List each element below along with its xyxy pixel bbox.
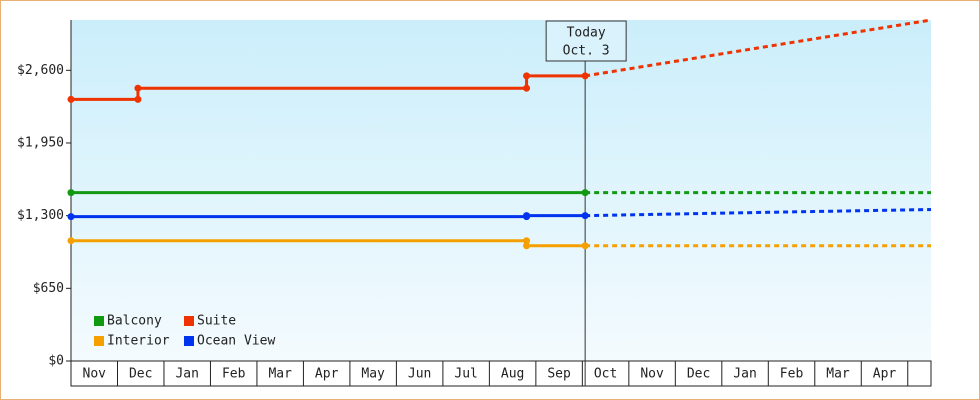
projected-line — [585, 208, 932, 218]
projected-line — [584, 18, 932, 78]
price-point — [523, 72, 531, 80]
x-tick-label: Jul — [454, 367, 477, 382]
price-point — [523, 242, 531, 250]
price-point — [523, 237, 531, 245]
price-point — [523, 84, 531, 92]
x-axis-box — [70, 360, 932, 387]
x-tick-label: Apr — [315, 367, 339, 382]
legend-swatch — [184, 316, 194, 326]
legend-swatch — [184, 336, 194, 346]
x-tick-label: Nov — [640, 367, 664, 382]
price-point — [67, 95, 75, 103]
x-tick-label: Aug — [501, 367, 524, 382]
x-tick-label: Mar — [268, 367, 292, 382]
price-point — [581, 189, 589, 197]
x-tick-label: Nov — [83, 367, 107, 382]
price-point — [134, 95, 142, 103]
x-tick-label: Oct — [594, 367, 617, 382]
x-tick-label: Dec — [129, 367, 152, 382]
price-point — [581, 242, 589, 250]
y-tick-label: $1,300 — [17, 208, 64, 223]
price-line — [71, 214, 586, 219]
plot-background — [71, 20, 931, 361]
legend-label: Ocean View — [197, 334, 275, 349]
price-point — [67, 189, 75, 197]
x-tick-label: Apr — [873, 367, 897, 382]
price-point — [581, 72, 589, 80]
x-tick-label: Feb — [780, 367, 804, 382]
price-point — [67, 213, 75, 221]
legend-label: Interior — [107, 334, 170, 349]
y-tick-label: $650 — [33, 281, 64, 296]
today-date: Oct. 3 — [563, 44, 610, 59]
legend-label: Balcony — [107, 314, 162, 329]
price-point — [67, 237, 75, 245]
today-label: Today — [567, 26, 606, 41]
x-tick-label: Jan — [733, 367, 756, 382]
legend-label: Suite — [197, 314, 236, 329]
x-tick-label: Dec — [687, 367, 710, 382]
price-point — [134, 84, 142, 92]
x-tick-label: Jun — [408, 367, 431, 382]
x-tick-label: Jan — [175, 367, 198, 382]
y-tick-label: $1,950 — [17, 135, 64, 150]
price-point — [523, 212, 531, 220]
y-tick-label: $2,600 — [17, 63, 64, 78]
price-line — [71, 74, 586, 101]
x-tick-label: Sep — [547, 367, 571, 382]
x-tick-label: Mar — [826, 367, 850, 382]
today-box — [545, 20, 627, 62]
x-tick-label: May — [361, 367, 385, 382]
x-tick-label: Feb — [222, 367, 246, 382]
legend-swatch — [94, 336, 104, 346]
y-tick-label: $0 — [48, 354, 64, 369]
price-point — [581, 212, 589, 220]
legend-swatch — [94, 316, 104, 326]
